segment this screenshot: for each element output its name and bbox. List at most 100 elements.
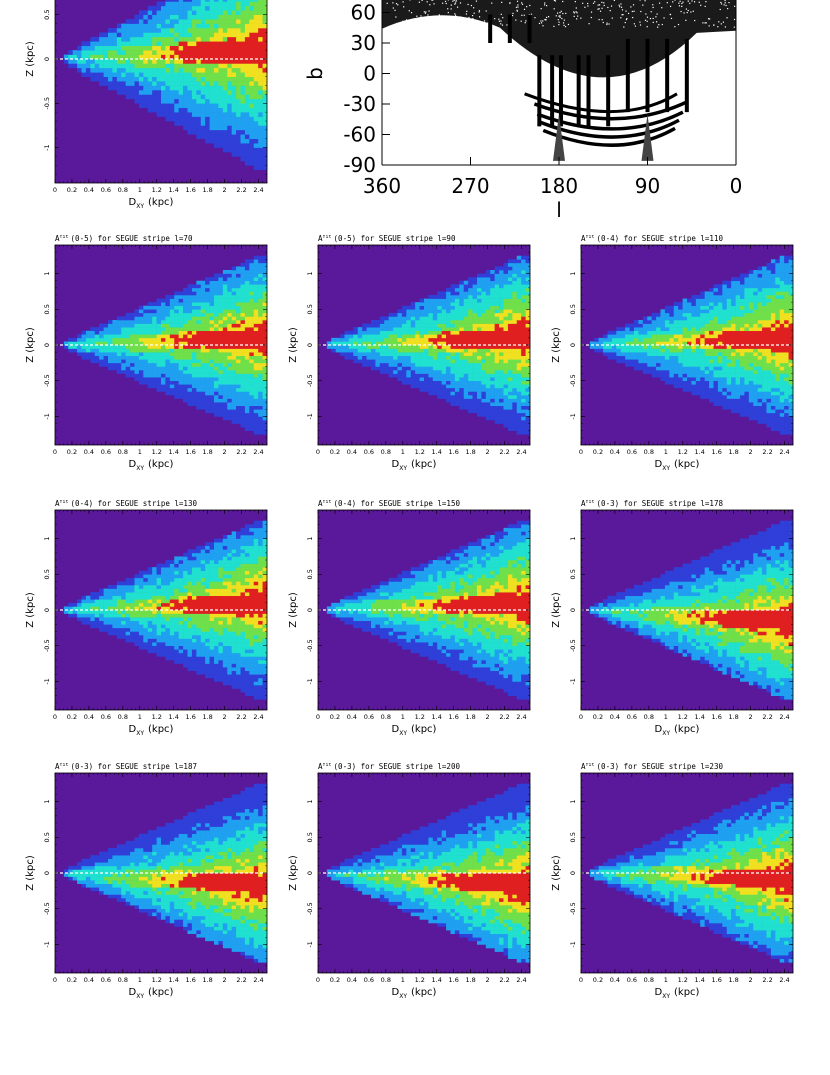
heatmap-cell <box>454 323 460 328</box>
heatmap-cell <box>147 305 153 310</box>
heatmap-cell <box>112 345 118 349</box>
heatmap-cell <box>240 298 246 303</box>
heatmap-cell <box>236 348 241 353</box>
x-tick-label: 2.4 <box>516 448 526 456</box>
heatmap-cell <box>521 373 526 378</box>
heatmap-cell <box>428 380 434 385</box>
heatmap-cell <box>94 63 100 69</box>
heatmap-cell <box>138 352 144 357</box>
heatmap-cell <box>183 5 188 11</box>
heatmap-cell <box>156 85 162 91</box>
heatmap-cell <box>477 316 482 321</box>
heatmap-cell <box>125 41 131 47</box>
heatmap-cell <box>103 72 109 78</box>
heatmap-cell <box>178 320 184 324</box>
heatmap-cell <box>516 327 522 332</box>
heatmap-cell <box>384 345 389 349</box>
heatmap-cell <box>183 112 188 117</box>
heatmap-cell <box>258 36 263 42</box>
heatmap-cell <box>187 81 193 86</box>
heatmap-cell <box>253 59 259 64</box>
heatmap-cell <box>244 348 250 353</box>
heatmap-cell <box>147 67 153 73</box>
heatmap-cell <box>227 362 232 367</box>
heatmap-cell <box>262 380 268 385</box>
heatmap-cell <box>178 1 184 7</box>
heatmap-cell <box>415 370 420 374</box>
heatmap-cell <box>244 116 250 122</box>
heatmap-cell <box>521 380 526 385</box>
heatmap-cell <box>214 94 219 100</box>
heatmap-panel-l70: Afit (0-5) for SEGUE stripe l=70 0 0.2 0.4 0.… <box>20 235 280 481</box>
heatmap-cell <box>231 323 237 328</box>
heatmap-cell <box>468 348 473 353</box>
heatmap-cell <box>472 277 478 282</box>
sky-dot <box>601 1 603 3</box>
heatmap-cell <box>187 305 193 310</box>
heatmap-cell <box>200 362 206 367</box>
heatmap-cell <box>594 348 599 353</box>
heatmap-cell <box>214 107 219 113</box>
heatmap-cell <box>222 280 228 285</box>
heatmap-cell <box>262 28 268 33</box>
sky-dot <box>626 17 628 20</box>
heatmap-cell <box>227 405 232 410</box>
sky-arc <box>533 100 688 121</box>
sky-dot <box>627 12 630 15</box>
heatmap-cell <box>477 334 482 339</box>
heatmap-cell <box>147 81 153 86</box>
heatmap-cell <box>134 50 140 55</box>
heatmap-cell <box>468 395 473 399</box>
heatmap-cell <box>262 398 268 403</box>
heatmap-cell <box>240 63 246 69</box>
heatmap-cell <box>227 402 232 407</box>
heatmap-cell <box>85 54 91 60</box>
sky-y-axis-label: b <box>303 67 327 80</box>
x-tick-label: 2 <box>223 186 227 194</box>
sky-dot <box>698 1 700 3</box>
heatmap-cell <box>99 327 104 332</box>
heatmap-cell <box>130 362 135 367</box>
heatmap-cell <box>490 348 495 353</box>
sky-x-tick-label: 180 <box>540 174 578 198</box>
heatmap-cell <box>152 10 157 16</box>
heatmap-cell <box>494 320 500 324</box>
heatmap-cell <box>253 352 259 357</box>
heatmap-cell <box>507 291 513 296</box>
heatmap-cell <box>236 143 241 148</box>
heatmap-cell <box>152 323 157 328</box>
heatmap-cell <box>156 384 162 389</box>
heatmap-cell <box>512 373 518 378</box>
heatmap-cell <box>196 81 202 86</box>
heatmap-cell <box>472 323 478 328</box>
heatmap-cell <box>227 36 232 42</box>
heatmap-cell <box>262 377 268 382</box>
sky-dot <box>686 11 688 14</box>
heatmap-cell <box>406 348 412 353</box>
heatmap-cell <box>485 391 491 396</box>
sky-dot <box>563 19 565 21</box>
heatmap-cell <box>262 323 268 328</box>
heatmap-cell <box>393 312 398 317</box>
heatmap-cell <box>218 334 224 339</box>
heatmap-cell <box>240 14 246 20</box>
heatmap-cell <box>222 362 228 367</box>
heatmap-cell <box>227 291 232 296</box>
heatmap-cell <box>200 384 206 389</box>
sky-dot <box>516 10 518 12</box>
heatmap-cell <box>218 298 224 303</box>
heatmap-cell <box>240 10 246 16</box>
heatmap-cell <box>143 10 149 16</box>
heatmap-cell <box>196 402 202 407</box>
heatmap-cell <box>446 362 451 367</box>
heatmap-cell <box>428 387 434 392</box>
heatmap-cell <box>90 76 96 82</box>
heatmap-cell <box>143 63 149 69</box>
heatmap-cell <box>450 362 456 367</box>
heatmap-cell <box>244 377 250 382</box>
heatmap-cell <box>507 398 513 403</box>
sky-dot <box>724 2 726 4</box>
heatmap-cell <box>450 295 456 299</box>
sky-dot <box>553 25 555 28</box>
heatmap-cell <box>507 423 513 428</box>
